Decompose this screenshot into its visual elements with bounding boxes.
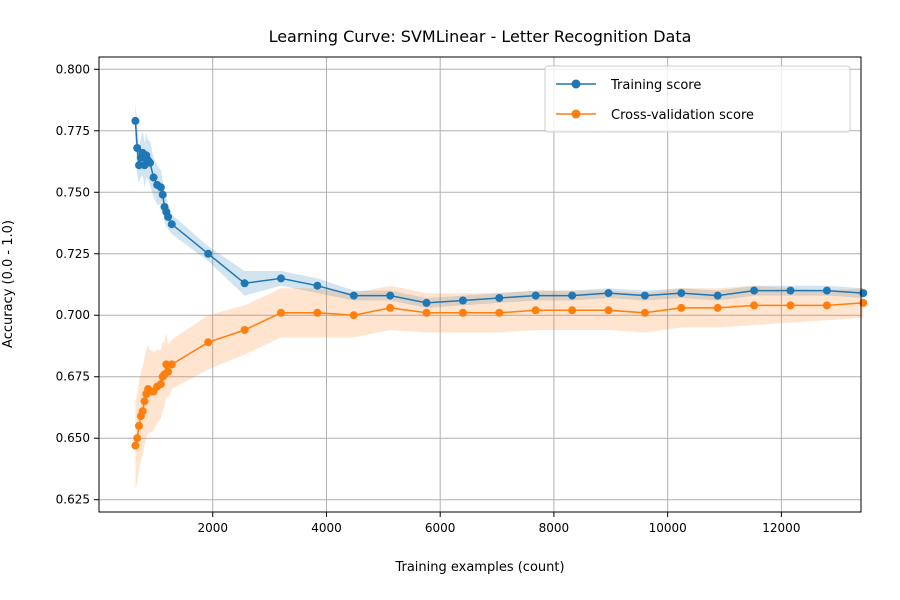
cross-validation-point <box>568 306 577 315</box>
training-point <box>135 161 143 170</box>
cross-validation-point <box>458 308 467 317</box>
training-point <box>313 281 322 290</box>
training-point <box>240 279 249 288</box>
x-tick-label: 10000 <box>649 521 687 535</box>
training-point <box>713 291 722 300</box>
cross-validation-point <box>164 367 173 376</box>
legend-label-training: Training score <box>610 78 701 93</box>
cross-validation-point <box>162 360 171 369</box>
cross-validation-point <box>240 326 249 334</box>
training-point <box>495 294 504 302</box>
training-point <box>604 289 613 298</box>
y-tick-label: 0.800 <box>56 62 90 76</box>
legend-box <box>544 65 851 133</box>
training-point <box>531 291 540 300</box>
legend: Training score Cross-validation score <box>544 65 851 133</box>
plot-frame <box>98 56 862 513</box>
series-points <box>131 116 868 450</box>
cross-validation-point <box>422 308 431 317</box>
x-tick-label: 6000 <box>425 521 456 535</box>
training-point <box>164 212 173 221</box>
cross-validation-point <box>349 311 358 320</box>
cross-validation-point <box>713 303 722 312</box>
x-tick-label: 8000 <box>539 521 570 535</box>
y-tick-label: 0.775 <box>56 124 90 138</box>
training-point <box>677 289 686 298</box>
y-tick-label: 0.625 <box>56 493 90 507</box>
training-point <box>640 291 649 300</box>
training-point <box>158 190 167 199</box>
training-point <box>568 291 577 300</box>
cross-validation-point <box>138 407 147 416</box>
x-tick-label: 4000 <box>311 521 342 535</box>
x-axis-ticks: 2000 4000 6000 8000 10000 12000 <box>197 512 800 535</box>
y-axis-ticks: 0.625 0.650 0.675 0.700 0.725 0.750 0.775 0.800 <box>56 62 99 507</box>
legend-label-cross-validation: Cross-validation score <box>611 108 754 123</box>
cross-validation-point <box>822 301 831 310</box>
training-point <box>422 298 431 307</box>
training-point <box>750 286 759 295</box>
cross-validation-point <box>677 303 686 312</box>
cross-validation-point <box>604 306 613 315</box>
training-point <box>133 144 142 152</box>
cross-validation-point <box>313 308 322 317</box>
training-point <box>167 220 176 229</box>
training-point <box>386 291 395 300</box>
y-axis-label: Accuracy (0.0 - 1.0) <box>1 220 16 348</box>
training-point <box>204 249 213 258</box>
cross-validation-point <box>156 380 165 389</box>
cross-validation-point <box>135 421 143 430</box>
training-point <box>146 158 154 167</box>
training-point <box>156 183 165 192</box>
y-tick-label: 0.675 <box>56 370 90 384</box>
y-tick-label: 0.750 <box>56 185 90 199</box>
cross-validation-point <box>131 441 140 450</box>
legend-marker-training <box>571 79 581 89</box>
x-axis-label: Training examples (count) <box>394 560 564 575</box>
y-tick-label: 0.700 <box>56 308 90 322</box>
cross-validation-point <box>495 308 504 317</box>
cross-validation-point <box>750 301 759 310</box>
training-point <box>277 274 285 283</box>
training-point <box>149 173 158 182</box>
cross-validation-point <box>140 397 149 406</box>
training-point <box>349 291 358 300</box>
x-tick-label: 2000 <box>197 521 228 535</box>
x-tick-label: 12000 <box>762 521 800 535</box>
cross-validation-point <box>204 338 213 347</box>
cross-validation-confidence-band <box>135 285 864 490</box>
legend-marker-cross-validation <box>571 109 581 119</box>
cross-validation-point <box>277 308 285 317</box>
cross-validation-point <box>386 303 395 312</box>
cross-validation-point <box>786 301 795 310</box>
training-point <box>786 286 795 295</box>
training-point <box>458 296 467 305</box>
training-point <box>822 286 831 295</box>
cross-validation-point <box>531 306 540 315</box>
cross-validation-point <box>640 308 649 317</box>
y-tick-label: 0.725 <box>56 247 90 261</box>
cross-validation-point <box>167 360 176 369</box>
training-point <box>131 116 140 125</box>
training-confidence-band <box>135 103 864 308</box>
chart-title: Learning Curve: SVMLinear - Letter Recog… <box>269 27 692 46</box>
cross-validation-point <box>133 434 142 443</box>
y-tick-label: 0.650 <box>56 431 90 445</box>
